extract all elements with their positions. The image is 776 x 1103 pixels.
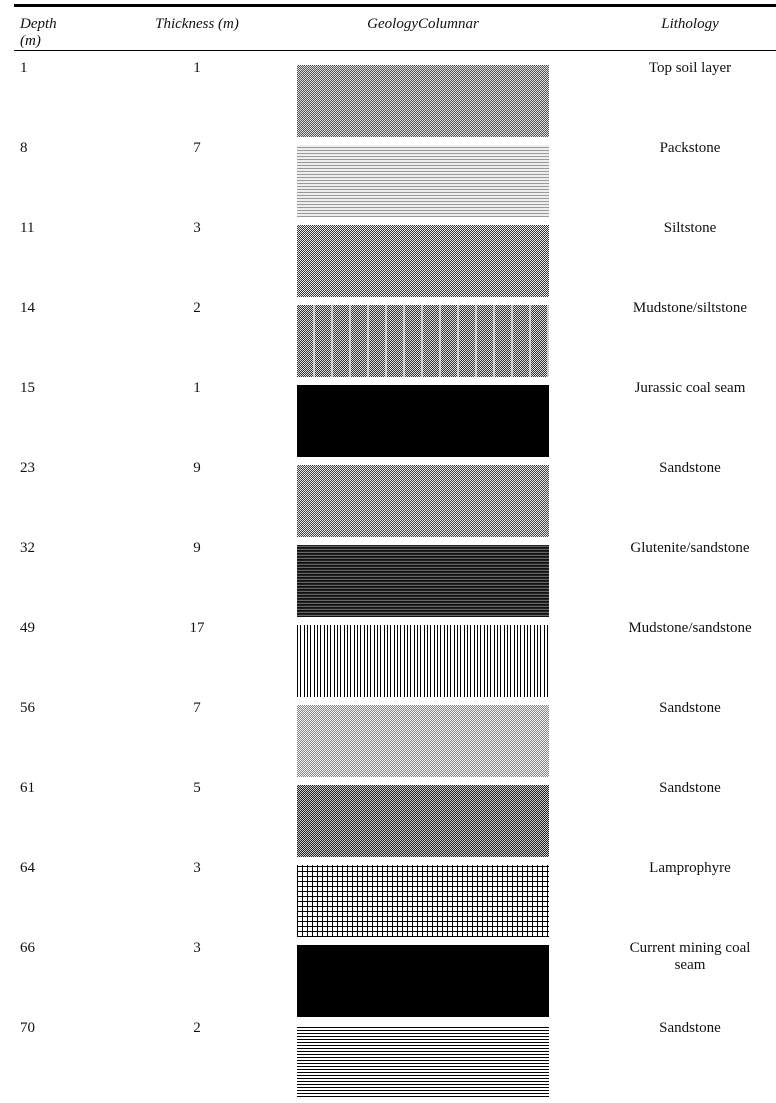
geology-column-pattern bbox=[297, 65, 549, 137]
lithology-cell: Sandstone bbox=[615, 700, 765, 717]
top-rule bbox=[14, 4, 776, 7]
geology-column-pattern bbox=[297, 225, 549, 297]
thickness-cell: 2 bbox=[147, 300, 247, 317]
thickness-cell: 7 bbox=[147, 700, 247, 717]
thickness-cell: 5 bbox=[147, 780, 247, 797]
thickness-cell: 9 bbox=[147, 460, 247, 477]
lithology-cell: Sandstone bbox=[615, 460, 765, 477]
thickness-cell: 3 bbox=[147, 860, 247, 877]
thickness-cell: 1 bbox=[147, 380, 247, 397]
geology-column-pattern bbox=[297, 865, 549, 937]
geology-column-pattern bbox=[297, 545, 549, 617]
lithology-cell: Current mining coal seam bbox=[615, 940, 765, 974]
lithology-cell: Glutenite/sandstone bbox=[615, 540, 765, 557]
geology-column-pattern bbox=[297, 145, 549, 217]
depth-cell: 49 bbox=[20, 620, 35, 637]
header-rule bbox=[14, 50, 776, 51]
depth-cell: 1 bbox=[20, 60, 28, 77]
depth-cell: 56 bbox=[20, 700, 35, 717]
depth-cell: 11 bbox=[20, 220, 34, 237]
geology-column-pattern bbox=[297, 385, 549, 457]
geology-column-pattern bbox=[297, 785, 549, 857]
depth-cell: 64 bbox=[20, 860, 35, 877]
thickness-cell: 17 bbox=[147, 620, 247, 637]
geology-column-pattern bbox=[297, 625, 549, 697]
depth-cell: 14 bbox=[20, 300, 35, 317]
thickness-cell: 3 bbox=[147, 940, 247, 957]
lithology-cell: Siltstone bbox=[615, 220, 765, 237]
header-thickness: Thickness (m) bbox=[122, 16, 272, 33]
header-columnar: GeologyColumnar bbox=[323, 16, 523, 33]
header-lithology: Lithology bbox=[615, 16, 765, 33]
thickness-cell: 2 bbox=[147, 1020, 247, 1037]
depth-cell: 32 bbox=[20, 540, 35, 557]
lithology-cell: Jurassic coal seam bbox=[615, 380, 765, 397]
depth-cell: 70 bbox=[20, 1020, 35, 1037]
header-depth: Depth (m) bbox=[20, 16, 70, 50]
lithology-cell: Lamprophyre bbox=[615, 860, 765, 877]
geology-column-pattern bbox=[297, 465, 549, 537]
depth-cell: 61 bbox=[20, 780, 35, 797]
depth-cell: 23 bbox=[20, 460, 35, 477]
thickness-cell: 7 bbox=[147, 140, 247, 157]
thickness-cell: 3 bbox=[147, 220, 247, 237]
depth-cell: 66 bbox=[20, 940, 35, 957]
depth-cell: 8 bbox=[20, 140, 28, 157]
lithology-cell: Mudstone/sandstone bbox=[615, 620, 765, 637]
thickness-cell: 1 bbox=[147, 60, 247, 77]
geology-column-pattern bbox=[297, 705, 549, 777]
lithology-cell: Sandstone bbox=[615, 1020, 765, 1037]
lithology-cell: Mudstone/siltstone bbox=[615, 300, 765, 317]
lithology-cell: Sandstone bbox=[615, 780, 765, 797]
geology-column-pattern bbox=[297, 945, 549, 1017]
lithology-cell: Top soil layer bbox=[615, 60, 765, 77]
depth-cell: 15 bbox=[20, 380, 35, 397]
geology-column-pattern bbox=[297, 305, 549, 377]
thickness-cell: 9 bbox=[147, 540, 247, 557]
lithology-cell: Packstone bbox=[615, 140, 765, 157]
geology-column-pattern bbox=[297, 1025, 549, 1097]
page: Depth (m) Thickness (m) GeologyColumnar … bbox=[0, 0, 776, 1103]
